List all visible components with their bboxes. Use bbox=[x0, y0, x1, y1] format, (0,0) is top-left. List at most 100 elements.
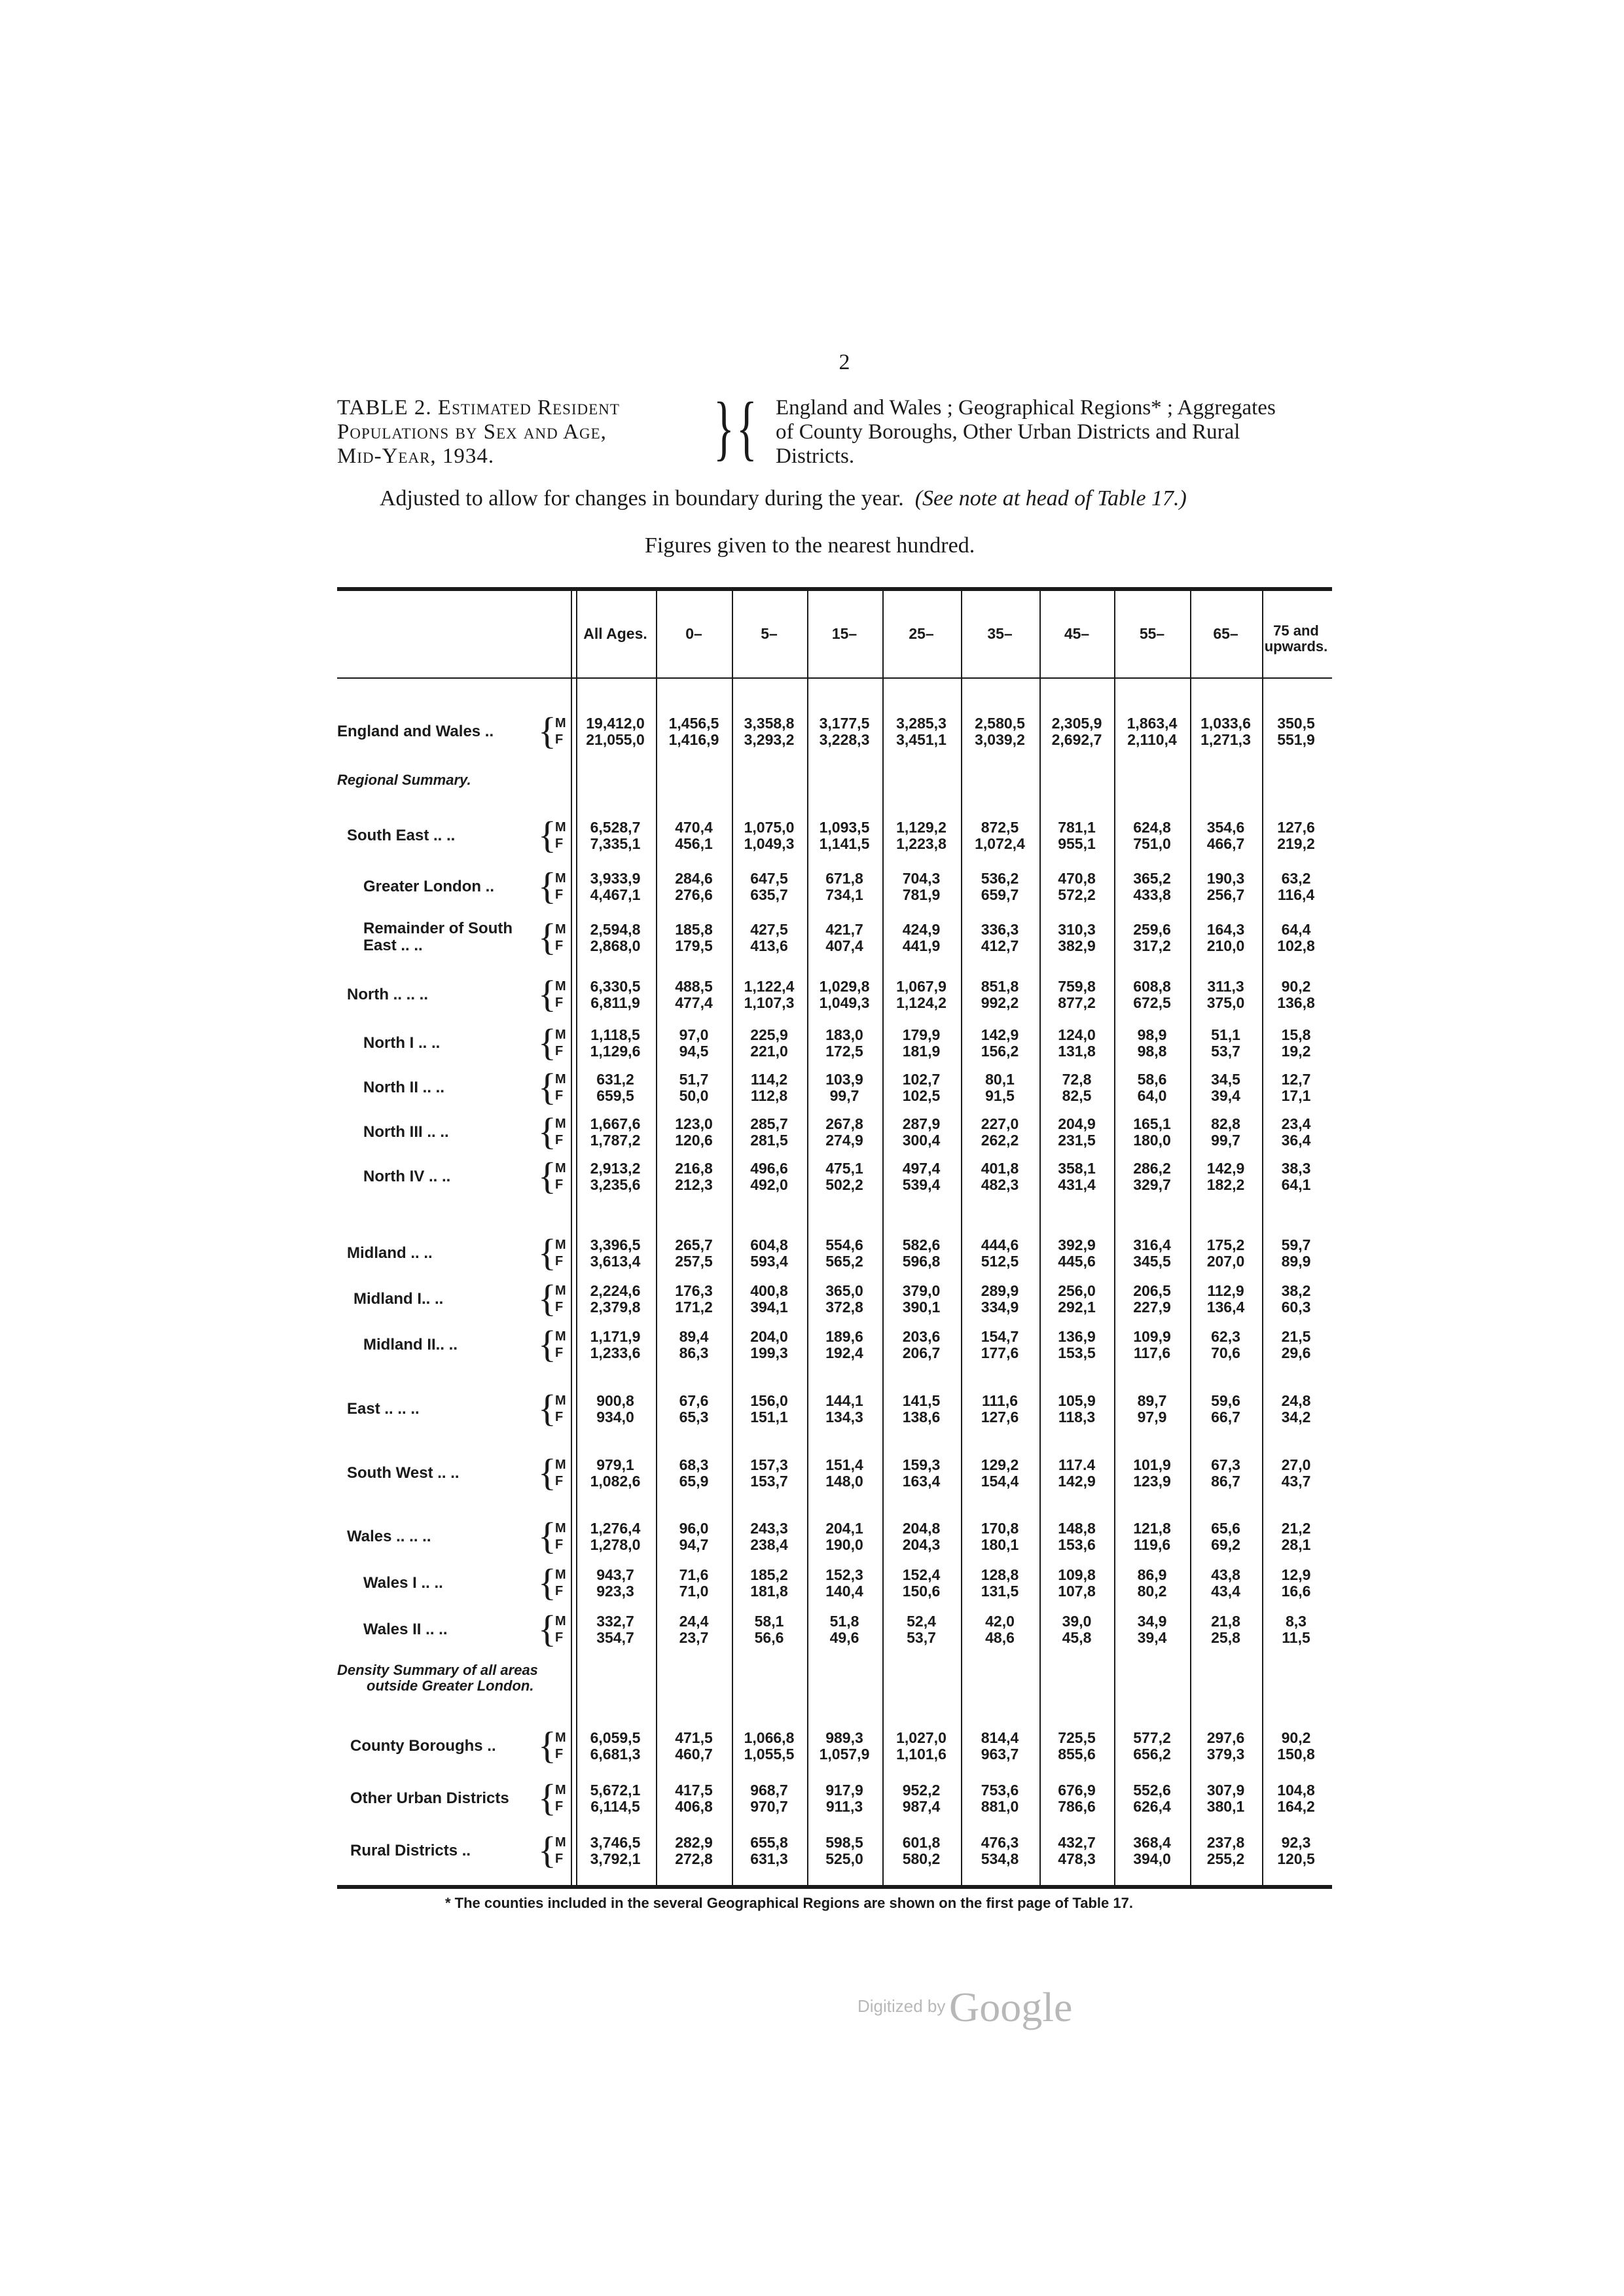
table-cell-male: 332,7 bbox=[596, 1613, 634, 1630]
table-cell-male: 872,5 bbox=[981, 819, 1019, 836]
column-divider bbox=[571, 591, 572, 1885]
table-cell-male: 185,8 bbox=[675, 921, 713, 938]
table-cell-male: 554,6 bbox=[825, 1236, 863, 1253]
table-cell-female: 626,4 bbox=[1133, 1798, 1171, 1815]
table-cell-male: 3,746,5 bbox=[590, 1834, 641, 1851]
table-cell-female: 441,9 bbox=[902, 937, 941, 954]
table-cell-female: 123,9 bbox=[1133, 1473, 1171, 1490]
row-brace: { bbox=[538, 1829, 556, 1871]
table-cell-female: 181,9 bbox=[902, 1043, 941, 1060]
sex-label-male: M bbox=[555, 871, 566, 886]
table-cell-male: 475,1 bbox=[825, 1160, 863, 1177]
table-cell-female: 7,335,1 bbox=[590, 835, 641, 852]
table-cell-female: 659,5 bbox=[596, 1087, 634, 1104]
row-label-line: Remainder of South bbox=[363, 920, 513, 937]
table-cell-male: 289,9 bbox=[981, 1282, 1019, 1299]
table-cell-female: 1,082,6 bbox=[590, 1473, 641, 1490]
sex-label-male: M bbox=[555, 979, 566, 994]
table-cell-male: 34,5 bbox=[1211, 1071, 1240, 1088]
table-cell-male: 307,9 bbox=[1206, 1782, 1245, 1799]
table-cell-male: 183,0 bbox=[825, 1026, 863, 1043]
sex-label-female: F bbox=[555, 1254, 564, 1268]
row-label: North III .. .. bbox=[363, 1123, 449, 1141]
table-cell-male: 496,6 bbox=[750, 1160, 788, 1177]
table-cell-female: 82,5 bbox=[1062, 1087, 1092, 1104]
table-cell-male: 725,5 bbox=[1058, 1729, 1096, 1746]
row-label: Greater London .. bbox=[363, 878, 495, 895]
caption-line: Mid-Year, 1934. bbox=[337, 444, 495, 468]
table-cell-male: 15,8 bbox=[1281, 1026, 1311, 1043]
table-cell-female: 781,9 bbox=[902, 886, 941, 903]
sex-label-male: M bbox=[555, 820, 566, 834]
table-cell-male: 204,8 bbox=[902, 1520, 941, 1537]
sex-label-female: F bbox=[555, 1537, 564, 1552]
table-cell-female: 48,6 bbox=[985, 1629, 1015, 1646]
table-cell-female: 227,9 bbox=[1133, 1299, 1171, 1316]
table-cell-female: 238,4 bbox=[750, 1536, 788, 1553]
table-cell-female: 172,5 bbox=[825, 1043, 863, 1060]
table-cell-male: 117.4 bbox=[1058, 1456, 1096, 1473]
table-cell-male: 265,7 bbox=[675, 1236, 713, 1253]
table-cell-female: 49,6 bbox=[829, 1629, 859, 1646]
sex-label-male: M bbox=[555, 1283, 566, 1298]
table-cell-male: 204,9 bbox=[1058, 1115, 1096, 1132]
table-cell-male: 3,933,9 bbox=[590, 870, 641, 887]
page-number: 2 bbox=[839, 350, 850, 374]
caption-line: TABLE 2. Estimated Resident bbox=[337, 396, 620, 420]
watermark-google-logo: Google bbox=[949, 1984, 1073, 2030]
table-cell-female: 1,107,3 bbox=[744, 994, 795, 1011]
column-header: 35– bbox=[987, 625, 1013, 642]
table-cell-male: 154,7 bbox=[981, 1328, 1019, 1345]
table-cell-female: 372,8 bbox=[825, 1299, 863, 1316]
table-cell-male: 165,1 bbox=[1133, 1115, 1171, 1132]
table-cell-female: 119,6 bbox=[1133, 1536, 1171, 1553]
table-cell-male: 285,7 bbox=[750, 1115, 788, 1132]
table-cell-female: 329,7 bbox=[1133, 1176, 1171, 1193]
table-cell-male: 552,6 bbox=[1133, 1782, 1171, 1799]
table-cell-male: 851,8 bbox=[981, 978, 1019, 995]
row-brace: { bbox=[538, 865, 556, 907]
table-cell-male: 287,9 bbox=[902, 1115, 941, 1132]
column-header: 15– bbox=[831, 625, 857, 642]
table-cell-female: 231,5 bbox=[1058, 1132, 1096, 1149]
table-cell-female: 502,2 bbox=[825, 1176, 863, 1193]
table-cell-male: 608,8 bbox=[1133, 978, 1171, 995]
table-cell-female: 136,4 bbox=[1206, 1299, 1245, 1316]
table-cell-female: 6,811,9 bbox=[590, 994, 640, 1011]
table-cell-male: 365,0 bbox=[825, 1282, 863, 1299]
table-cell-male: 148,8 bbox=[1058, 1520, 1096, 1537]
table-cell-female: 65,3 bbox=[679, 1408, 709, 1426]
table-cell-male: 102,7 bbox=[902, 1071, 941, 1088]
table-cell-male: 43,8 bbox=[1211, 1566, 1240, 1583]
table-cell-female: 151,1 bbox=[750, 1408, 788, 1426]
table-cell-female: 118,3 bbox=[1058, 1408, 1096, 1426]
row-brace: { bbox=[538, 814, 556, 856]
table-cell-male: 164,3 bbox=[1206, 921, 1245, 938]
table-cell-female: 179,5 bbox=[675, 937, 713, 954]
row-brace: { bbox=[538, 1515, 556, 1557]
table-cell-male: 421,7 bbox=[825, 921, 863, 938]
table-cell-male: 1,276,4 bbox=[590, 1520, 641, 1537]
column-divider bbox=[656, 591, 657, 1885]
table-cell-female: 131,5 bbox=[981, 1583, 1019, 1600]
table-cell-male: 1,456,5 bbox=[668, 715, 719, 732]
table-cell-female: 219,2 bbox=[1277, 835, 1315, 852]
table-cell-male: 141,5 bbox=[902, 1392, 941, 1409]
row-brace: { bbox=[538, 1110, 556, 1153]
adjustment-note: Adjusted to allow for changes in boundar… bbox=[380, 486, 1362, 511]
table-cell-male: 471,5 bbox=[675, 1729, 713, 1746]
sex-label-male: M bbox=[555, 1117, 566, 1131]
table-cell-male: 52,4 bbox=[907, 1613, 936, 1630]
table-cell-male: 159,3 bbox=[902, 1456, 941, 1473]
table-cell-female: 512,5 bbox=[981, 1253, 1019, 1270]
table-cell-male: 310,3 bbox=[1058, 921, 1096, 938]
row-brace: { bbox=[538, 916, 556, 958]
table-cell-female: 138,6 bbox=[902, 1408, 941, 1426]
table-cell-male: 476,3 bbox=[981, 1834, 1019, 1851]
table-cell-female: 631,3 bbox=[750, 1850, 788, 1867]
table-cell-male: 103,9 bbox=[825, 1071, 863, 1088]
table-cell-female: 262,2 bbox=[981, 1132, 1019, 1149]
column-header: 0– bbox=[685, 625, 702, 642]
sex-label-male: M bbox=[555, 716, 566, 730]
row-label: North IV .. .. bbox=[363, 1168, 451, 1185]
